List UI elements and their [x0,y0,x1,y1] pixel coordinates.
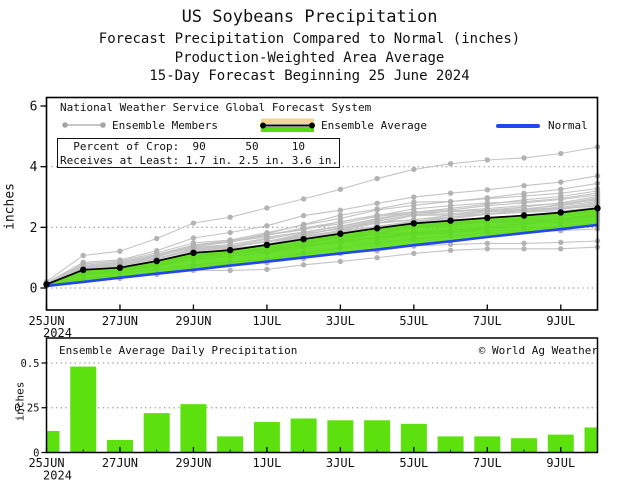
svg-text:27JUN: 27JUN [102,456,138,470]
svg-text:0.25: 0.25 [14,403,39,415]
percent-of-crop-line: Percent of Crop: 90 50 10 [60,140,306,153]
svg-text:2: 2 [30,221,38,236]
svg-text:29JUN: 29JUN [175,456,211,470]
ensemble-average-markers [43,205,601,288]
svg-text:3JUL: 3JUL [326,314,355,328]
subtitle-comparison: Forecast Precipitation Compared to Norma… [98,31,521,47]
svg-text:0: 0 [33,447,39,459]
ensemble-average-swatch-icon [260,118,315,132]
svg-text:5JUL: 5JUL [399,314,428,328]
svg-text:3JUL: 3JUL [326,456,355,470]
daily-precip-bar [511,438,538,453]
legend-ensemble-average-label: Ensemble Average [321,119,427,132]
daily-precip-bar [290,418,317,453]
svg-text:27JUN: 27JUN [102,314,138,328]
ensemble-average-line [46,207,598,286]
bottom-y-axis: 0 0.25 0.5 [14,358,47,459]
daily-precip-bar [180,404,207,453]
bottom-frame [45,337,599,454]
legend-header: National Weather Service Global Forecast… [60,101,372,114]
daily-precip-bar [364,420,391,453]
daily-bars [46,366,598,453]
svg-text:6: 6 [30,100,38,115]
legend-normal-label: Normal [548,119,588,132]
svg-text:1JUL: 1JUL [252,456,281,470]
svg-text:25JUN: 25JUN [28,456,64,470]
top-y-axis-label: inches [2,183,18,230]
svg-text:9JUL: 9JUL [546,314,575,328]
svg-text:1JUL: 1JUL [252,314,281,328]
daily-precip-bar [474,436,501,453]
daily-precip-chart-title: Ensemble Average Daily Precipitation [59,344,298,357]
above-normal-band [46,208,598,286]
top-frame [45,96,599,311]
svg-text:2024: 2024 [43,469,72,482]
svg-text:0.5: 0.5 [21,358,40,370]
bottom-grid [46,362,598,409]
subtitle-forecast-period: 15-Day Forecast Beginning 25 June 2024 [149,68,470,84]
daily-precip-bar [143,413,170,453]
receives-at-least-line: Receives at Least: 1.7 in. 2.5 in. 3.6 i… [60,153,339,167]
svg-text:9JUL: 9JUL [546,456,575,470]
normal-line [46,223,598,288]
svg-text:7JUL: 7JUL [473,456,502,470]
daily-precip-bar [584,427,598,453]
percent-of-crop-box: Percent of Crop: 90 50 10 Receives at Le… [57,138,340,168]
daily-precip-bar [437,436,464,453]
top-y-axis: 0 2 4 6 [30,100,47,297]
ensemble-members-swatch-icon [62,122,106,128]
svg-text:2024: 2024 [43,326,72,340]
legend-ensemble-members-label: Ensemble Members [112,119,218,132]
copyright-credit: © World Ag Weather [478,344,598,357]
svg-text:0: 0 [30,282,38,297]
svg-text:4: 4 [30,160,38,175]
normal-swatch-icon [496,124,540,128]
page-title: US Soybeans Precipitation [181,7,438,27]
svg-text:25JUN: 25JUN [28,314,64,328]
daily-precip-bar [70,366,97,453]
daily-precip-bar [547,434,574,453]
bottom-y-axis-label: inches [13,381,27,422]
svg-text:5JUL: 5JUL [399,456,428,470]
daily-precip-bar [46,431,60,453]
subtitle-area-average: Production-Weighted Area Average [174,50,445,66]
daily-precip-bar [217,436,244,453]
svg-text:29JUN: 29JUN [175,314,211,328]
daily-precip-bar [106,439,133,453]
svg-text:7JUL: 7JUL [473,314,502,328]
